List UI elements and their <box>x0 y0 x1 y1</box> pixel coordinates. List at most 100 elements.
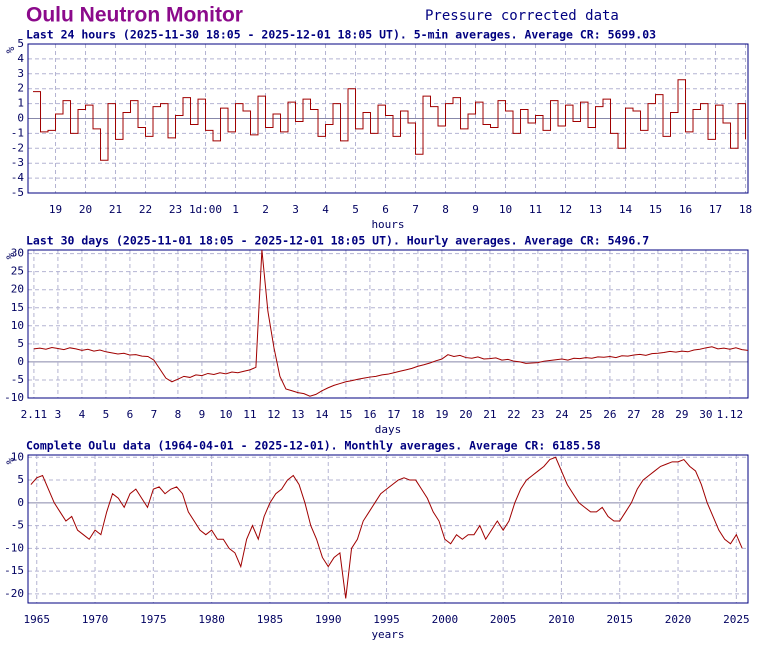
y-tick-label: 0 <box>17 112 24 125</box>
x-tick-label: 1970 <box>82 613 109 626</box>
y-tick-label: -5 <box>11 519 24 532</box>
plot-frame <box>27 43 749 194</box>
y-tick-label: -5 <box>11 186 24 199</box>
x-tick-label: 2000 <box>432 613 459 626</box>
x-tick-label: 2015 <box>606 613 633 626</box>
x-tick-label: 6 <box>127 408 134 421</box>
x-tick-label: 2025 <box>723 613 750 626</box>
y-tick-label: 2 <box>17 82 24 95</box>
x-tick-label: 9 <box>199 408 206 421</box>
x-tick-label: 20 <box>79 203 92 216</box>
x-tick-label: 1995 <box>373 613 400 626</box>
x-tick-label: 9 <box>472 203 479 216</box>
x-tick-label: 7 <box>412 203 419 216</box>
x-tick-label: 14 <box>619 203 633 216</box>
y-tick-label: 25 <box>11 265 24 278</box>
x-tick-label: 12 <box>559 203 572 216</box>
y-axis-label: % <box>4 457 17 464</box>
x-tick-label: 2.11 <box>21 408 48 421</box>
y-tick-label: 0 <box>17 496 24 509</box>
x-tick-label: 8 <box>442 203 449 216</box>
x-tick-label: 1.12 <box>717 408 744 421</box>
x-tick-label: 17 <box>387 408 400 421</box>
x-tick-label: 29 <box>675 408 688 421</box>
x-tick-label: 28 <box>651 408 664 421</box>
x-tick-label: 4 <box>322 203 329 216</box>
x-tick-label: 3 <box>292 203 299 216</box>
x-tick-label: 30 <box>699 408 712 421</box>
x-tick-label: 10 <box>499 203 512 216</box>
y-axis-label: % <box>4 46 17 53</box>
x-tick-label: 21 <box>483 408 496 421</box>
y-tick-label: -10 <box>4 391 24 404</box>
y-tick-label: 5 <box>17 337 24 350</box>
y-tick-label: 10 <box>11 319 24 332</box>
x-tick-label: 5 <box>352 203 359 216</box>
x-tick-label: 24 <box>555 408 569 421</box>
y-tick-label: -20 <box>4 587 24 600</box>
x-axis-label: years <box>371 628 404 641</box>
x-tick-label: 6 <box>382 203 389 216</box>
x-tick-label: 26 <box>603 408 616 421</box>
x-tick-label: 1980 <box>198 613 225 626</box>
panel-title: Last 24 hours (2025-11-30 18:05 - 2025-1… <box>26 28 656 42</box>
x-tick-label: 1985 <box>257 613 284 626</box>
x-tick-label: 20 <box>459 408 472 421</box>
x-tick-label: 4 <box>79 408 86 421</box>
y-tick-label: -5 <box>11 373 24 386</box>
x-tick-label: 3 <box>55 408 62 421</box>
y-tick-label: -3 <box>11 156 24 169</box>
data-line <box>33 249 748 397</box>
x-tick-label: 12 <box>267 408 280 421</box>
plot-frame <box>27 454 749 604</box>
x-tick-label: 1d:00 <box>189 203 222 216</box>
y-tick-label: -2 <box>11 141 24 154</box>
y-tick-label: 20 <box>11 283 24 296</box>
y-tick-label: -15 <box>4 564 24 577</box>
x-tick-label: 2020 <box>665 613 692 626</box>
page-subtitle: Pressure corrected data <box>425 8 619 24</box>
y-axis-label: % <box>4 252 17 259</box>
x-tick-label: 22 <box>139 203 152 216</box>
page-title: Oulu Neutron Monitor <box>26 4 243 27</box>
data-line <box>33 79 747 161</box>
x-tick-label: 8 <box>175 408 182 421</box>
x-axis-label: days <box>375 423 402 436</box>
x-tick-label: 11 <box>529 203 542 216</box>
data-line <box>30 456 743 599</box>
x-tick-label: 19 <box>435 408 448 421</box>
x-tick-label: 5 <box>103 408 110 421</box>
y-tick-label: 4 <box>17 52 24 65</box>
y-tick-label: 5 <box>17 473 24 486</box>
x-tick-label: 1965 <box>23 613 50 626</box>
x-tick-label: 10 <box>219 408 232 421</box>
y-tick-label: 30 <box>11 247 24 260</box>
x-tick-label: 2005 <box>490 613 517 626</box>
x-tick-label: 2 <box>262 203 269 216</box>
x-tick-label: 2010 <box>548 613 575 626</box>
x-tick-label: 7 <box>151 408 158 421</box>
x-tick-label: 1975 <box>140 613 167 626</box>
x-tick-label: 14 <box>315 408 329 421</box>
x-tick-label: 18 <box>411 408 424 421</box>
x-tick-label: 23 <box>169 203 182 216</box>
x-tick-label: 15 <box>649 203 662 216</box>
x-tick-label: 25 <box>579 408 592 421</box>
panel-title: Last 30 days (2025-11-01 18:05 - 2025-12… <box>26 234 649 248</box>
x-axis-label: hours <box>371 218 404 231</box>
x-tick-label: 16 <box>679 203 692 216</box>
y-tick-label: 10 <box>11 450 24 463</box>
panel-title: Complete Oulu data (1964-04-01 - 2025-12… <box>26 439 601 453</box>
x-tick-label: 1990 <box>315 613 342 626</box>
x-tick-label: 18 <box>739 203 752 216</box>
x-tick-label: 15 <box>339 408 352 421</box>
x-tick-label: 1 <box>232 203 239 216</box>
y-tick-label: -10 <box>4 541 24 554</box>
x-tick-label: 21 <box>109 203 122 216</box>
x-tick-label: 11 <box>243 408 256 421</box>
x-tick-label: 17 <box>709 203 722 216</box>
y-tick-label: 0 <box>17 355 24 368</box>
x-tick-label: 19 <box>49 203 62 216</box>
x-tick-label: 16 <box>363 408 376 421</box>
